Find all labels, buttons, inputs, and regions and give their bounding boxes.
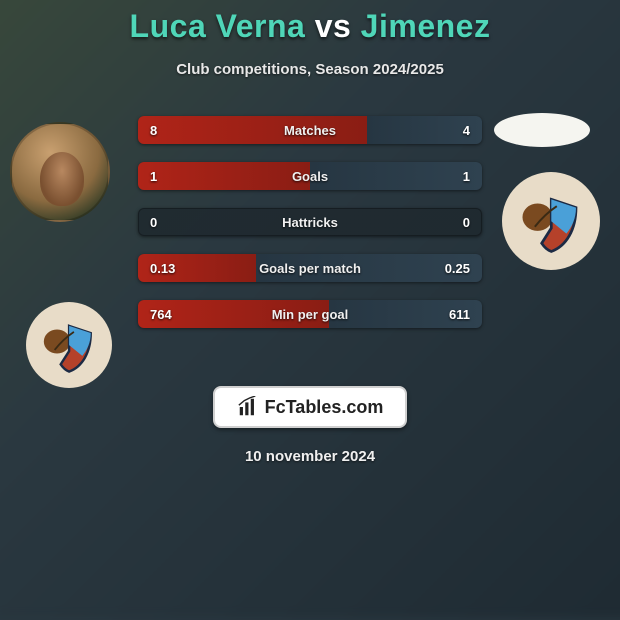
stat-value-left: 8 [138,123,208,138]
content-root: Luca Verna vs Jimenez Club competitions,… [0,0,620,465]
date-text: 10 november 2024 [0,448,620,465]
stat-value-left: 764 [138,307,208,322]
stat-label: Matches [208,123,412,138]
shield-icon [39,315,99,375]
player2-club-crest [502,172,600,270]
stat-label: Goals per match [208,261,412,276]
stat-label: Min per goal [208,307,412,322]
page-title: Luca Verna vs Jimenez [0,0,620,45]
stat-label: Hattricks [208,215,412,230]
stat-row: 1Goals1 [138,162,482,190]
title-player2: Jimenez [361,8,491,44]
stat-row: 8Matches4 [138,116,482,144]
stat-row: 0.13Goals per match0.25 [138,254,482,282]
shield-icon [517,187,586,256]
stat-row: 0Hattricks0 [138,208,482,236]
player1-avatar [10,122,110,222]
player2-avatar-placeholder [494,113,590,147]
stat-value-left: 1 [138,169,208,184]
stat-value-right: 0.25 [412,261,482,276]
stat-value-right: 1 [412,169,482,184]
player1-club-crest [26,302,112,388]
stat-value-left: 0 [138,215,208,230]
stat-value-right: 0 [412,215,482,230]
title-vs: vs [315,8,352,44]
title-player1: Luca Verna [130,8,306,44]
branding-badge: FcTables.com [213,386,408,428]
stat-label: Goals [208,169,412,184]
stats-table: 8Matches4 1Goals1 0Hattricks0 0.13Goals per… [138,116,482,346]
stat-row: 764Min per goal611 [138,300,482,328]
subtitle: Club competitions, Season 2024/2025 [0,61,620,78]
stat-value-right: 4 [412,123,482,138]
stats-area: 8Matches4 1Goals1 0Hattricks0 0.13Goals per… [0,106,620,386]
branding-text: FcTables.com [265,397,384,418]
bar-chart-icon [237,396,259,418]
footer: FcTables.com 10 november 2024 [0,386,620,465]
stat-value-right: 611 [412,307,482,322]
stat-value-left: 0.13 [138,261,208,276]
